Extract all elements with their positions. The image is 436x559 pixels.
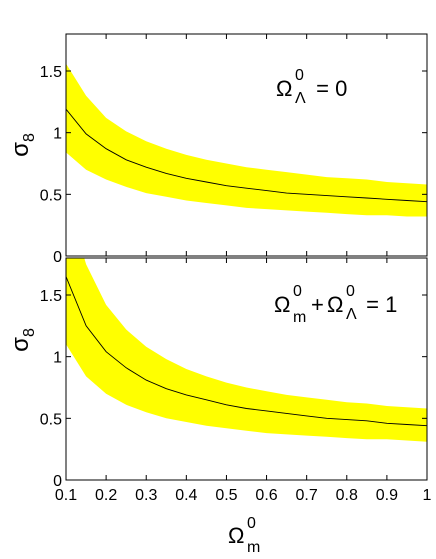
- bottom-central-line: [66, 276, 427, 427]
- x-tick-label: 0.1: [55, 487, 77, 504]
- bottom-plot-frame: [65, 257, 428, 481]
- top-y-ticks: 0 0.5 1 1.5: [40, 34, 428, 266]
- x-tick-label: 0.3: [135, 487, 157, 504]
- top-plot-frame: [65, 33, 428, 257]
- y-tick-label: 1.5: [40, 288, 62, 305]
- top-ylabel: σ8: [7, 133, 38, 157]
- top-central-line: [66, 108, 427, 203]
- top-panel: 0 0.5 1 1.5 σ8 Ω0 Λ = 0: [7, 33, 428, 266]
- x-tick-label: 0.7: [296, 487, 318, 504]
- y-tick-label: 0: [53, 249, 62, 266]
- x-tick-label: 0.2: [95, 487, 117, 504]
- y-tick-label: 1.5: [40, 64, 62, 81]
- bottom-x-ticks: 0.1 0.2 0.3 0.4 0.5 0.6 0.7 0.8 0.9 1: [55, 258, 432, 504]
- x-tick-label: 0.9: [376, 487, 398, 504]
- x-tick-label: 1: [423, 487, 432, 504]
- bottom-annotation: Ω0 m+ Ω0 Λ = 1: [274, 283, 397, 326]
- bottom-band: [66, 258, 427, 442]
- y-tick-label: 0: [53, 473, 62, 490]
- x-tick-label: 0.4: [175, 487, 197, 504]
- bottom-ylabel: σ8: [7, 328, 38, 352]
- x-tick-label: 0.6: [255, 487, 277, 504]
- y-tick-label: 0.5: [40, 411, 62, 428]
- x-tick-label: 0.5: [215, 487, 237, 504]
- y-tick-label: 1: [53, 126, 62, 143]
- top-annotation: Ω0 Λ = 0: [276, 67, 347, 107]
- y-tick-label: 0.5: [40, 187, 62, 204]
- y-tick-label: 1: [53, 350, 62, 367]
- top-band: [66, 63, 427, 217]
- x-tick-label: 0.8: [336, 487, 358, 504]
- bottom-panel: 0 0.5 1 1.5 0.1 0.2 0.3 0.4 0.5 0.6 0.7 0.8 0.9 1 σ8…: [7, 257, 432, 556]
- bottom-y-ticks: 0 0.5 1 1.5: [40, 288, 427, 490]
